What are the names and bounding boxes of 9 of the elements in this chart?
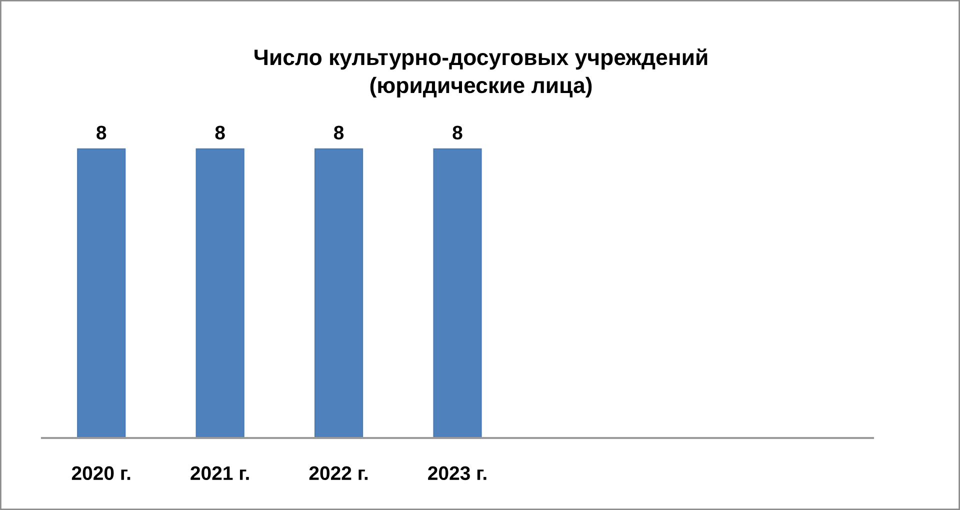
data-label: 8	[334, 126, 344, 140]
chart-title: Число культурно-досуговых учреждений (юридические лица)	[254, 48, 708, 98]
data-label: 8	[452, 126, 462, 140]
data-label: 8	[96, 126, 106, 140]
x-tick-label: 2023 г.	[428, 466, 486, 480]
data-label: 8	[215, 126, 225, 140]
x-tick-label: 2022 г.	[309, 466, 368, 480]
x-tick-label: 2021 г.	[190, 466, 249, 480]
x-tick-label: 2020 г.	[72, 466, 130, 480]
